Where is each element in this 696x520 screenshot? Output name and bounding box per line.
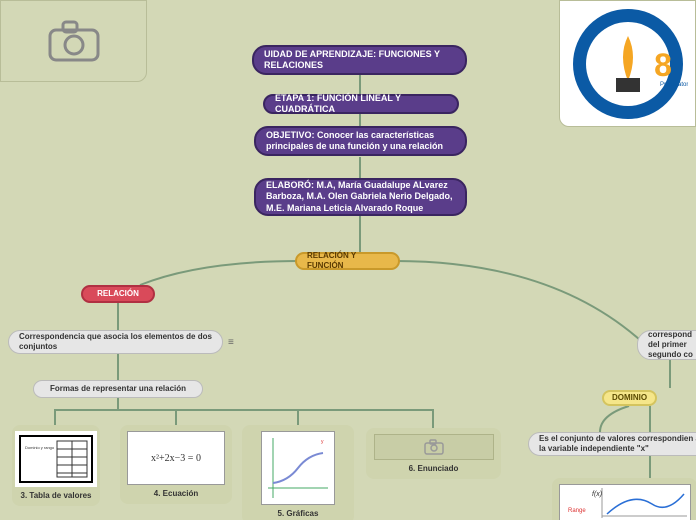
svg-text:y: y [321, 439, 324, 445]
svg-text:Preparatoria: Preparatoria [660, 82, 688, 88]
table-thumb-icon: Dominio y rango [21, 437, 91, 481]
authors-box[interactable]: ELABORÓ: M.A, María Guadalupe ALvarez Ba… [254, 178, 467, 216]
svg-text:Range: Range [568, 508, 586, 514]
equation-content: x²+2x−3 = 0 [151, 453, 201, 464]
svg-text:Dominio y rango: Dominio y rango [25, 445, 55, 450]
forms-node[interactable]: Formas de representar una relación [33, 380, 203, 398]
relation-label: RELACIÓN [97, 289, 139, 299]
camera-icon [48, 20, 100, 62]
expand-icon[interactable]: ≡ [228, 337, 234, 348]
central-label: RELACIÓN Y FUNCIÓN [307, 251, 388, 271]
svg-text:8: 8 [654, 47, 672, 83]
domain-node[interactable]: DOMINIO [602, 390, 657, 406]
card-table-caption: 3. Tabla de valores [21, 491, 92, 500]
card-table[interactable]: Dominio y rango 3. Tabla de valores [12, 425, 100, 506]
school-logo: 8 Preparatoria [559, 0, 696, 127]
card-domain-graph[interactable]: f(x) Range [552, 478, 696, 520]
authors-label: ELABORÓ: M.A, María Guadalupe ALvarez Ba… [266, 180, 455, 214]
right-truncated-label: correspond del primer segundo co [648, 330, 693, 360]
forms-label: Formas de representar una relación [50, 384, 186, 394]
domain-graph-icon: f(x) Range [562, 486, 688, 520]
stage-box[interactable]: ETAPA 1: FUNCIÓN LINEAL Y CUADRÁTICA [263, 94, 459, 114]
correspondence-node[interactable]: Correspondencia que asocia los elementos… [8, 330, 223, 354]
card-equation[interactable]: x²+2x−3 = 0 4. Ecuación [120, 425, 232, 504]
relation-node[interactable]: RELACIÓN [81, 285, 155, 303]
unit-box[interactable]: UIDAD DE APRENDIZAJE: FUNCIONES Y RELACI… [252, 45, 467, 75]
correspondence-label: Correspondencia que asocia los elementos… [19, 332, 212, 352]
objective-label: OBJETIVO: Conocer las características pr… [266, 130, 455, 153]
domain-desc-label: Es el conjunto de valores correspondien … [539, 434, 696, 454]
camera-small-icon [424, 439, 444, 455]
graph-thumb-icon: y [263, 433, 333, 503]
card-statement[interactable]: 6. Enunciado [366, 428, 501, 479]
card-statement-caption: 6. Enunciado [409, 464, 459, 473]
svg-text:f(x): f(x) [592, 491, 602, 498]
camera-placeholder [0, 0, 147, 82]
unit-label: UIDAD DE APRENDIZAJE: FUNCIONES Y RELACI… [264, 49, 455, 72]
right-truncated-node[interactable]: correspond del primer segundo co [637, 330, 696, 360]
card-equation-caption: 4. Ecuación [154, 489, 198, 498]
objective-box[interactable]: OBJETIVO: Conocer las características pr… [254, 126, 467, 156]
central-node[interactable]: RELACIÓN Y FUNCIÓN [295, 252, 400, 270]
card-graph-caption: 5. Gráficas [278, 509, 319, 518]
card-graph[interactable]: y 5. Gráficas [242, 425, 354, 520]
domain-label: DOMINIO [612, 393, 647, 403]
domain-desc-node[interactable]: Es el conjunto de valores correspondien … [528, 432, 696, 456]
stage-label: ETAPA 1: FUNCIÓN LINEAL Y CUADRÁTICA [275, 93, 447, 116]
